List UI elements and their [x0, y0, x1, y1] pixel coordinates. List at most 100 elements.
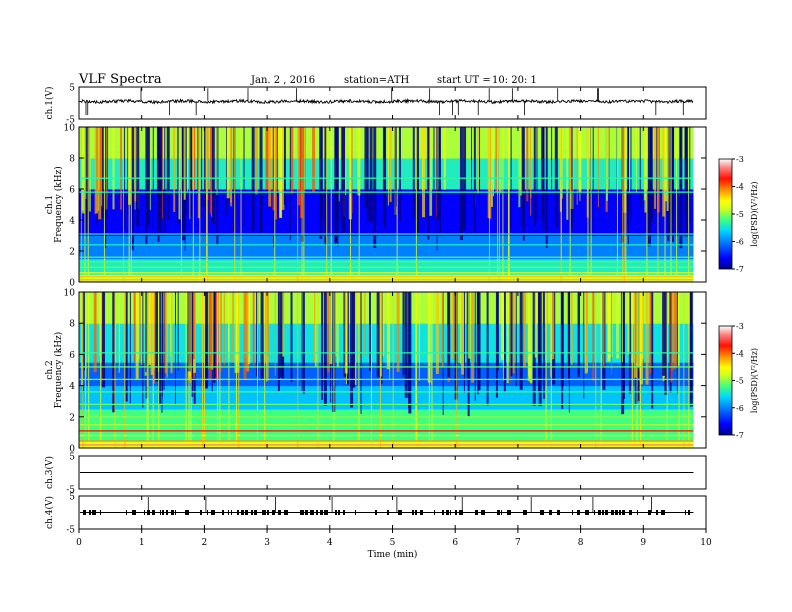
spectral-stripe	[260, 292, 264, 379]
spectrum-row	[79, 338, 694, 344]
sferic-line	[240, 127, 242, 282]
spectral-stripe	[628, 292, 631, 394]
spectrum-row	[79, 295, 694, 301]
spectral-stripe	[402, 292, 404, 378]
spectral-stripe	[629, 127, 631, 194]
spectrum-row	[79, 397, 694, 402]
spectrum-row	[79, 239, 694, 244]
spectral-stripe	[649, 127, 653, 223]
spectral-stripe	[170, 292, 173, 374]
pulse-marker	[272, 510, 275, 515]
spectral-stripe	[684, 127, 688, 214]
spectral-stripe	[136, 127, 140, 226]
spectral-stripe	[337, 127, 339, 247]
spectral-stripe	[536, 127, 538, 222]
sferic-line	[590, 127, 592, 282]
spectrum-row	[79, 334, 694, 340]
pulse-marker	[316, 510, 318, 515]
pulse-marker	[611, 510, 614, 515]
sferic-line	[358, 292, 360, 448]
spectral-stripe	[538, 292, 542, 407]
ch4-wave-trace	[80, 497, 694, 515]
spectral-stripe	[134, 127, 136, 210]
spectral-stripe	[412, 127, 415, 218]
figure-title: VLF Spectra	[79, 72, 162, 87]
sferic-line	[415, 292, 417, 448]
y-axis-label: Frequency (kHz)	[53, 166, 64, 243]
spectral-stripe	[223, 292, 225, 366]
sferic-line	[204, 292, 206, 448]
pulse-marker	[481, 510, 485, 515]
spectral-stripe	[605, 127, 608, 201]
pulse-marker	[211, 510, 215, 515]
y-tick-label: -5	[66, 486, 75, 496]
y-tick-label: 0	[69, 279, 75, 289]
spectral-stripe	[672, 127, 675, 243]
spectral-stripe	[191, 292, 194, 397]
spectral-stripe	[416, 127, 419, 234]
spectral-stripe	[387, 127, 389, 206]
spectral-stripe	[342, 127, 346, 233]
spectral-stripe	[578, 127, 582, 192]
narrowband-line	[79, 191, 694, 193]
spectrum-row	[79, 412, 694, 418]
spectral-stripe	[384, 127, 387, 228]
narrowband-line	[79, 424, 694, 426]
sferic-line	[238, 292, 240, 448]
spectral-stripe	[664, 292, 668, 395]
spectral-stripe	[334, 127, 338, 244]
start-ut-label: start UT =	[437, 75, 491, 86]
sferic-line	[545, 292, 547, 448]
pulse-marker	[415, 510, 417, 515]
spectral-stripe	[351, 127, 353, 213]
pulse-marker	[126, 510, 127, 515]
spectral-stripe	[226, 127, 228, 216]
narrowband-line	[79, 352, 694, 354]
pulse-marker	[320, 510, 323, 515]
spectrum-row	[79, 208, 694, 213]
pulse-marker	[152, 510, 155, 515]
spectral-stripe	[570, 292, 573, 365]
sferic-line	[130, 127, 132, 282]
spectral-stripe	[277, 127, 279, 193]
sferic-line	[147, 292, 149, 448]
spectral-stripe	[436, 127, 438, 251]
spectral-stripe	[155, 292, 159, 382]
spectral-stripe	[389, 127, 392, 203]
spectral-stripe	[208, 292, 212, 380]
spectral-stripe	[192, 292, 195, 360]
y-tick-label: 10	[64, 124, 76, 134]
spectrum-row	[79, 247, 694, 252]
sferic-line	[666, 292, 668, 448]
sferic-line	[264, 292, 266, 448]
pulse-marker	[549, 510, 552, 515]
spectral-stripe	[153, 292, 155, 370]
pulse-marker	[245, 510, 248, 515]
spectral-stripe	[81, 127, 84, 211]
y-tick-label: 10	[64, 289, 76, 299]
spectrum-row	[79, 342, 694, 348]
ch1-spec-image	[79, 127, 694, 283]
spectrum-row	[79, 165, 694, 171]
pulse-marker	[144, 510, 145, 515]
pulse-marker	[420, 510, 423, 515]
spectral-stripe	[381, 292, 383, 385]
spectral-stripe	[639, 292, 643, 385]
spectrum-row	[79, 381, 694, 387]
pulse-marker	[185, 510, 189, 515]
spectral-stripe	[422, 127, 426, 218]
spectrum-row	[79, 370, 694, 375]
spectral-stripe	[236, 292, 240, 373]
spectrum-row	[79, 173, 694, 178]
spectrum-row	[79, 142, 694, 147]
spectral-stripe	[234, 292, 237, 374]
pulse-marker	[398, 510, 402, 515]
spectrum-row	[79, 161, 694, 167]
y-tick-label: 0	[69, 445, 75, 455]
sferic-line	[678, 292, 680, 448]
spectral-stripe	[215, 292, 219, 380]
spectrum-row	[79, 319, 694, 324]
spectral-stripe	[439, 127, 441, 215]
spectrum-row	[79, 362, 694, 367]
sferic-line	[158, 292, 160, 448]
